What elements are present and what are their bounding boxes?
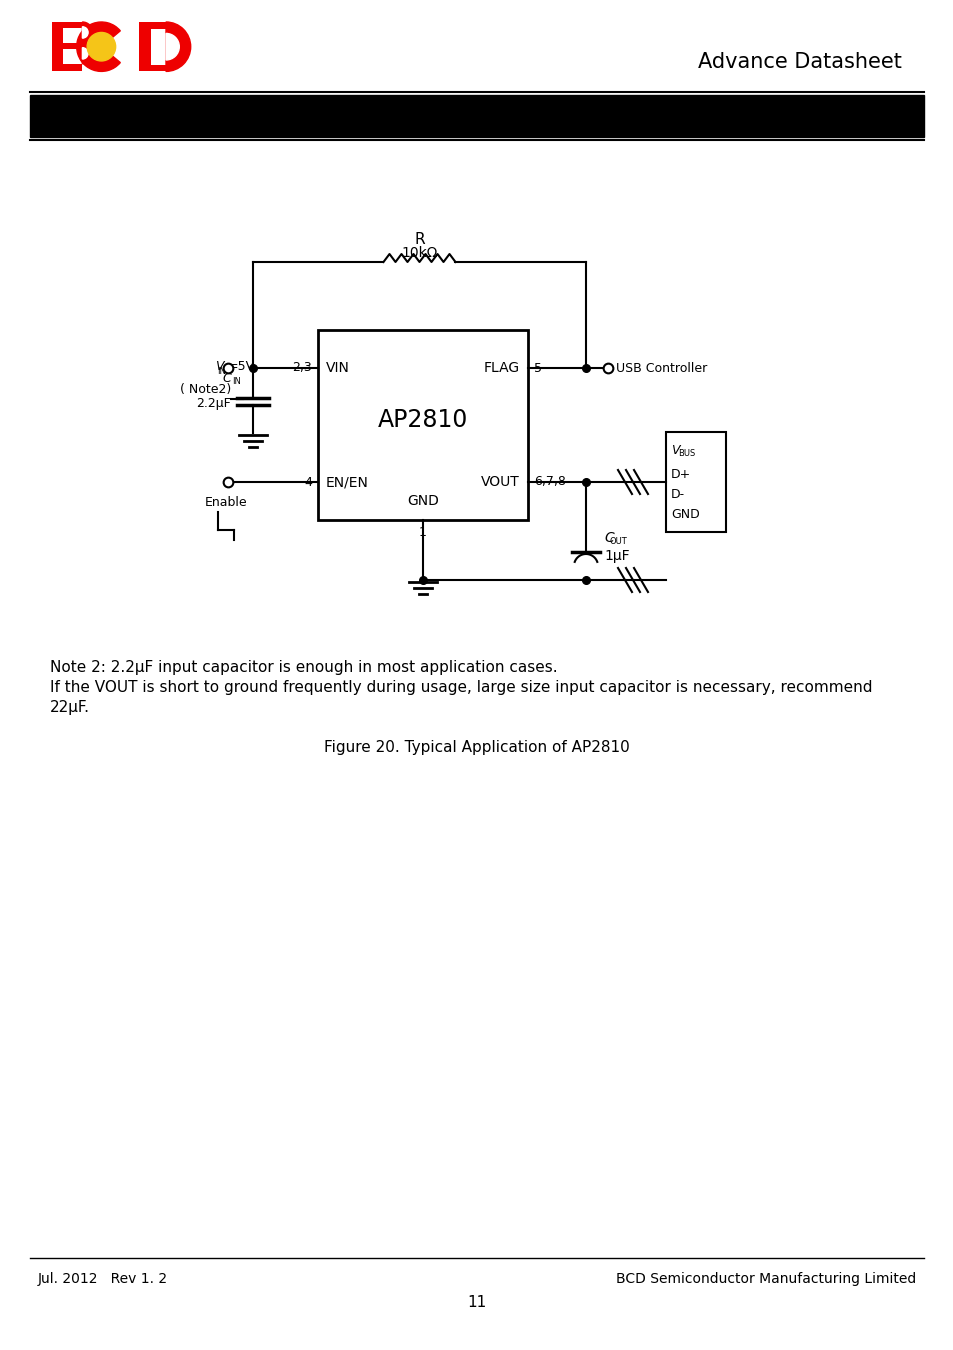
- Bar: [63, 63, 82, 72]
- Wedge shape: [166, 22, 191, 72]
- Text: Jul. 2012   Rev 1. 2: Jul. 2012 Rev 1. 2: [38, 1272, 168, 1287]
- Text: Advance Datasheet: Advance Datasheet: [698, 53, 901, 72]
- Text: =5V: =5V: [228, 359, 254, 373]
- Text: 10kΩ: 10kΩ: [401, 246, 437, 261]
- Text: 1: 1: [418, 526, 427, 539]
- Bar: [30, 95, 923, 136]
- Text: 1μF: 1μF: [603, 549, 629, 563]
- Wedge shape: [82, 43, 92, 63]
- Text: 4: 4: [304, 475, 312, 489]
- Wedge shape: [82, 27, 88, 38]
- Text: C: C: [222, 371, 231, 385]
- Wedge shape: [82, 22, 92, 43]
- Text: R: R: [414, 232, 424, 247]
- Bar: [52, 22, 63, 72]
- Bar: [139, 22, 151, 72]
- Text: If the VOUT is short to ground frequently during usage, large size input capacit: If the VOUT is short to ground frequentl…: [50, 680, 872, 695]
- Text: GND: GND: [407, 494, 438, 508]
- Text: VOUT: VOUT: [480, 475, 519, 489]
- Text: FLAG: FLAG: [483, 360, 519, 375]
- Text: Figure 20. Typical Application of AP2810: Figure 20. Typical Application of AP2810: [324, 740, 629, 755]
- Bar: [151, 22, 166, 28]
- Text: IN: IN: [217, 366, 226, 375]
- Text: V: V: [215, 359, 224, 373]
- Text: 5: 5: [534, 362, 541, 374]
- Text: D-: D-: [670, 487, 684, 501]
- Bar: [665, 432, 725, 532]
- Text: 6,7,8: 6,7,8: [534, 475, 565, 489]
- Text: EN/EN: EN/EN: [326, 475, 369, 489]
- Text: 2,3: 2,3: [292, 362, 312, 374]
- Bar: [317, 329, 527, 520]
- Wedge shape: [82, 47, 88, 59]
- Text: GND: GND: [670, 508, 699, 521]
- Text: 2.2μF: 2.2μF: [196, 397, 231, 410]
- Text: 22μF.: 22μF.: [50, 701, 90, 716]
- Text: Note 2: 2.2μF input capacitor is enough in most application cases.: Note 2: 2.2μF input capacitor is enough …: [50, 660, 558, 675]
- Text: Enable: Enable: [205, 495, 247, 509]
- Text: BCD Semiconductor Manufacturing Limited: BCD Semiconductor Manufacturing Limited: [615, 1272, 915, 1287]
- Text: C: C: [603, 531, 613, 545]
- Text: IN: IN: [232, 378, 240, 386]
- Circle shape: [87, 32, 115, 61]
- Text: AP2810: AP2810: [377, 408, 468, 432]
- Text: VIN: VIN: [326, 360, 350, 375]
- Text: ( Note2): ( Note2): [179, 383, 231, 397]
- Bar: [63, 43, 82, 49]
- Wedge shape: [76, 22, 120, 72]
- Text: 11: 11: [467, 1295, 486, 1309]
- Wedge shape: [166, 34, 179, 59]
- Text: OUT: OUT: [609, 537, 627, 547]
- Bar: [151, 65, 166, 72]
- Text: USB Controller: USB Controller: [616, 362, 706, 374]
- Text: BUS: BUS: [678, 450, 695, 459]
- Text: D+: D+: [670, 467, 691, 481]
- Bar: [63, 22, 82, 28]
- Text: V: V: [670, 444, 679, 456]
